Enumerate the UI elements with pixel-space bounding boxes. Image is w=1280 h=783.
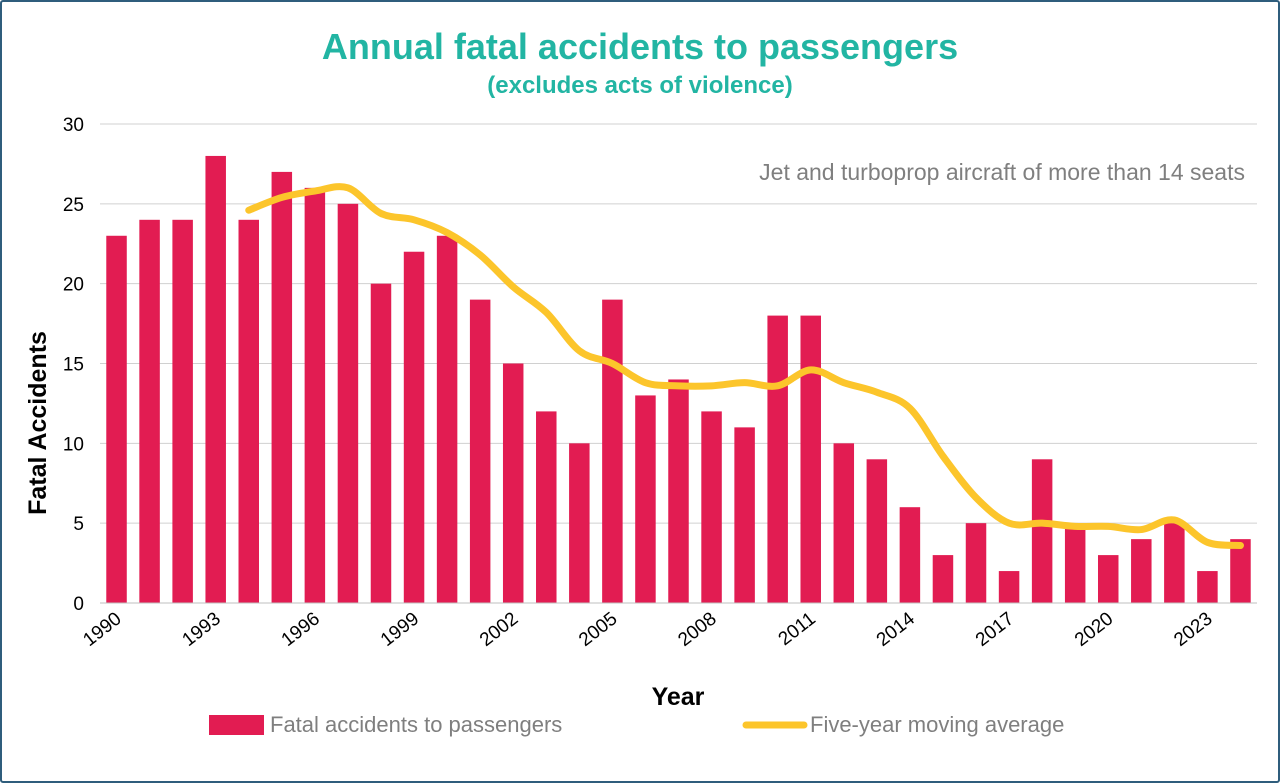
bar xyxy=(767,315,788,603)
x-tick-label: 1996 xyxy=(278,608,324,651)
bar xyxy=(1197,571,1218,603)
x-tick-label: 2008 xyxy=(674,608,720,651)
bar xyxy=(271,171,293,603)
bar xyxy=(502,363,524,603)
x-tick-label: 2002 xyxy=(476,608,522,651)
bar xyxy=(1164,523,1185,603)
x-tick-label: 1990 xyxy=(79,608,125,651)
bar xyxy=(469,299,491,603)
x-tick-label: 1993 xyxy=(179,608,225,651)
bar xyxy=(403,251,425,603)
bar xyxy=(899,507,921,603)
bar xyxy=(172,219,193,604)
bar xyxy=(536,411,557,603)
bar xyxy=(106,235,127,603)
bar xyxy=(205,155,226,603)
chart-subtitle: (excludes acts of violence) xyxy=(487,72,793,99)
bar xyxy=(998,571,1020,603)
bar xyxy=(238,219,260,604)
bar xyxy=(436,235,458,603)
y-tick-label: 20 xyxy=(63,275,84,296)
y-tick-label: 5 xyxy=(73,514,84,535)
y-axis-title: Fatal Accidents xyxy=(24,331,52,515)
x-tick-label: 2005 xyxy=(575,608,621,651)
legend-label-line: Five-year moving average xyxy=(810,712,1064,737)
bar xyxy=(569,443,590,603)
x-tick-label: 1999 xyxy=(377,608,423,651)
legend-label-bars: Fatal accidents to passengers xyxy=(270,712,562,737)
moving-average-series xyxy=(245,183,1244,550)
bar xyxy=(1230,539,1251,603)
bar xyxy=(701,411,722,603)
bar xyxy=(139,219,160,604)
chart-title: Annual fatal accidents to passengers xyxy=(321,26,959,67)
bar xyxy=(866,459,888,603)
bar xyxy=(1097,555,1119,603)
bar xyxy=(1031,459,1053,603)
bar-series xyxy=(106,155,1251,604)
bar xyxy=(635,395,656,603)
x-tick-label: 2017 xyxy=(972,608,1018,651)
bar xyxy=(668,379,689,603)
y-tick-label: 30 xyxy=(63,115,84,136)
bar xyxy=(602,299,623,603)
bar xyxy=(734,427,755,603)
x-tick-label: 2014 xyxy=(873,608,920,651)
bar xyxy=(304,187,326,603)
legend-swatch-bars xyxy=(209,715,264,735)
x-axis-title: Year xyxy=(652,683,705,711)
x-axis-ticks: 1990 1993 1996 1999 2002 2005 2008 2011 2014 2017… xyxy=(79,608,1216,651)
bar xyxy=(800,315,821,603)
bar xyxy=(1131,539,1152,603)
y-tick-label: 25 xyxy=(63,195,84,216)
legend: Fatal accidents to passengers Five-year … xyxy=(209,712,1064,737)
bar xyxy=(1064,523,1086,603)
bar xyxy=(370,283,392,603)
x-tick-label: 2011 xyxy=(775,608,820,650)
y-tick-label: 15 xyxy=(63,355,84,376)
bar xyxy=(833,443,855,603)
y-tick-label: 10 xyxy=(63,434,84,455)
x-tick-label: 2023 xyxy=(1170,608,1216,651)
bar xyxy=(932,555,954,603)
moving-average-line xyxy=(245,183,1244,550)
y-axis-ticks: 0 5 10 15 20 25 30 xyxy=(63,115,84,615)
bar xyxy=(337,203,359,604)
bar xyxy=(965,523,987,603)
y-tick-label: 0 xyxy=(73,594,84,615)
x-tick-label: 2020 xyxy=(1071,608,1117,651)
chart-annotation: Jet and turboprop aircraft of more than … xyxy=(759,159,1245,185)
